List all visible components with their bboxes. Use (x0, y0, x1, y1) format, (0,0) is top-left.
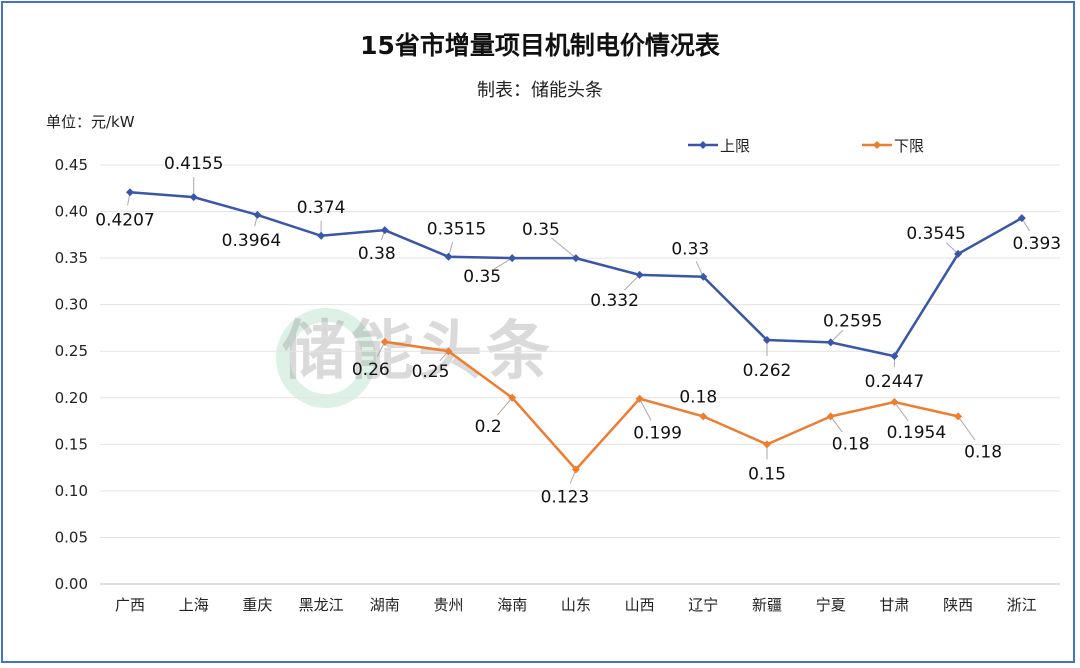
data-label: 0.393 (1012, 234, 1061, 254)
data-label: 0.3515 (427, 220, 486, 240)
data-label: 0.2447 (865, 372, 924, 392)
data-point (444, 252, 453, 261)
data-point (635, 394, 644, 403)
data-point (189, 193, 198, 202)
y-tick-label: 0.35 (55, 249, 88, 267)
leader-line (624, 274, 640, 291)
leader-line (551, 237, 577, 259)
data-label: 0.332 (590, 291, 639, 311)
chart-title: 15省市增量项目机制电价情况表 (360, 31, 720, 60)
data-point (890, 398, 899, 407)
x-tick-label: 山西 (625, 596, 655, 614)
data-label: 0.38 (358, 244, 396, 264)
x-tick-label: 海南 (497, 596, 527, 614)
y-tick-label: 0.30 (55, 296, 88, 314)
series-line-upper (129, 191, 1023, 358)
x-tick-label: 黑龙江 (299, 596, 344, 614)
series-line-lower (384, 340, 959, 472)
legend-marker (873, 141, 881, 149)
data-point (508, 393, 517, 402)
data-label: 0.374 (297, 198, 346, 218)
leader-line (639, 398, 652, 421)
legend-marker (699, 141, 707, 149)
data-point (763, 336, 771, 345)
data-label: 0.33 (671, 240, 709, 260)
x-tick-label: 上海 (179, 596, 209, 614)
chart-subtitle: 制表：储能头条 (477, 80, 603, 101)
data-point (763, 440, 771, 449)
data-point (826, 412, 835, 421)
data-label: 0.1954 (887, 423, 946, 443)
watermark: 储能头条 (282, 315, 554, 389)
data-label: 0.18 (964, 442, 1002, 462)
x-tick-label: 新疆 (752, 596, 782, 614)
data-label: 0.2595 (823, 311, 882, 331)
data-label: 0.26 (352, 360, 390, 380)
data-point (571, 465, 580, 474)
leader-line (957, 416, 976, 441)
data-point (699, 412, 708, 421)
y-tick-label: 0.45 (55, 156, 88, 174)
leader-line (893, 401, 909, 422)
leader-line (496, 397, 513, 416)
data-point (444, 347, 453, 356)
data-label: 0.18 (679, 387, 717, 407)
x-tick-label: 湖南 (370, 596, 400, 614)
y-tick-label: 0.00 (55, 575, 88, 593)
x-tick-label: 贵州 (433, 596, 463, 614)
data-label: 0.35 (522, 220, 560, 240)
data-label: 0.25 (412, 362, 450, 382)
data-label: 0.4207 (95, 210, 154, 230)
data-point (571, 254, 580, 263)
legend-label: 上限 (720, 137, 750, 155)
x-tick-label: 辽宁 (688, 596, 718, 614)
data-point (380, 226, 389, 235)
leader-line (830, 329, 844, 343)
x-tick-label: 宁夏 (816, 596, 846, 614)
data-point (317, 231, 326, 240)
leader-line (493, 257, 513, 270)
data-point (380, 337, 389, 346)
data-point (635, 270, 644, 279)
leader-line (830, 416, 843, 433)
data-label: 0.15 (748, 464, 786, 484)
data-label: 0.262 (743, 361, 792, 381)
data-point (699, 272, 708, 281)
x-tick-label: 广西 (115, 596, 145, 614)
data-label: 0.2 (475, 417, 502, 437)
data-label: 0.18 (832, 434, 870, 454)
y-tick-label: 0.25 (55, 342, 88, 360)
data-point (1017, 214, 1026, 223)
x-tick-label: 浙江 (1007, 596, 1037, 614)
data-label: 0.3964 (222, 231, 281, 251)
y-tick-label: 0.20 (55, 389, 88, 407)
y-tick-label: 0.15 (55, 435, 88, 453)
data-point (508, 254, 517, 263)
x-tick-label: 山东 (561, 596, 591, 614)
data-point (253, 210, 262, 219)
y-tick-label: 0.10 (55, 482, 88, 500)
x-tick-label: 陕西 (943, 596, 973, 614)
data-label: 0.35 (463, 267, 501, 287)
data-label: 0.3545 (906, 224, 965, 244)
data-point (954, 412, 963, 421)
y-tick-label: 0.40 (55, 203, 88, 221)
y-tick-label: 0.05 (55, 528, 88, 546)
data-label: 0.4155 (164, 154, 223, 174)
unit-label: 单位：元/kW (46, 113, 135, 131)
data-label: 0.199 (633, 424, 682, 444)
data-point (954, 249, 963, 258)
data-point (826, 338, 835, 347)
data-point (890, 352, 899, 361)
legend-label: 下限 (894, 137, 924, 155)
data-point (126, 188, 134, 197)
x-tick-label: 重庆 (242, 596, 272, 614)
x-tick-label: 甘肃 (879, 596, 909, 614)
data-label: 0.123 (541, 487, 590, 507)
